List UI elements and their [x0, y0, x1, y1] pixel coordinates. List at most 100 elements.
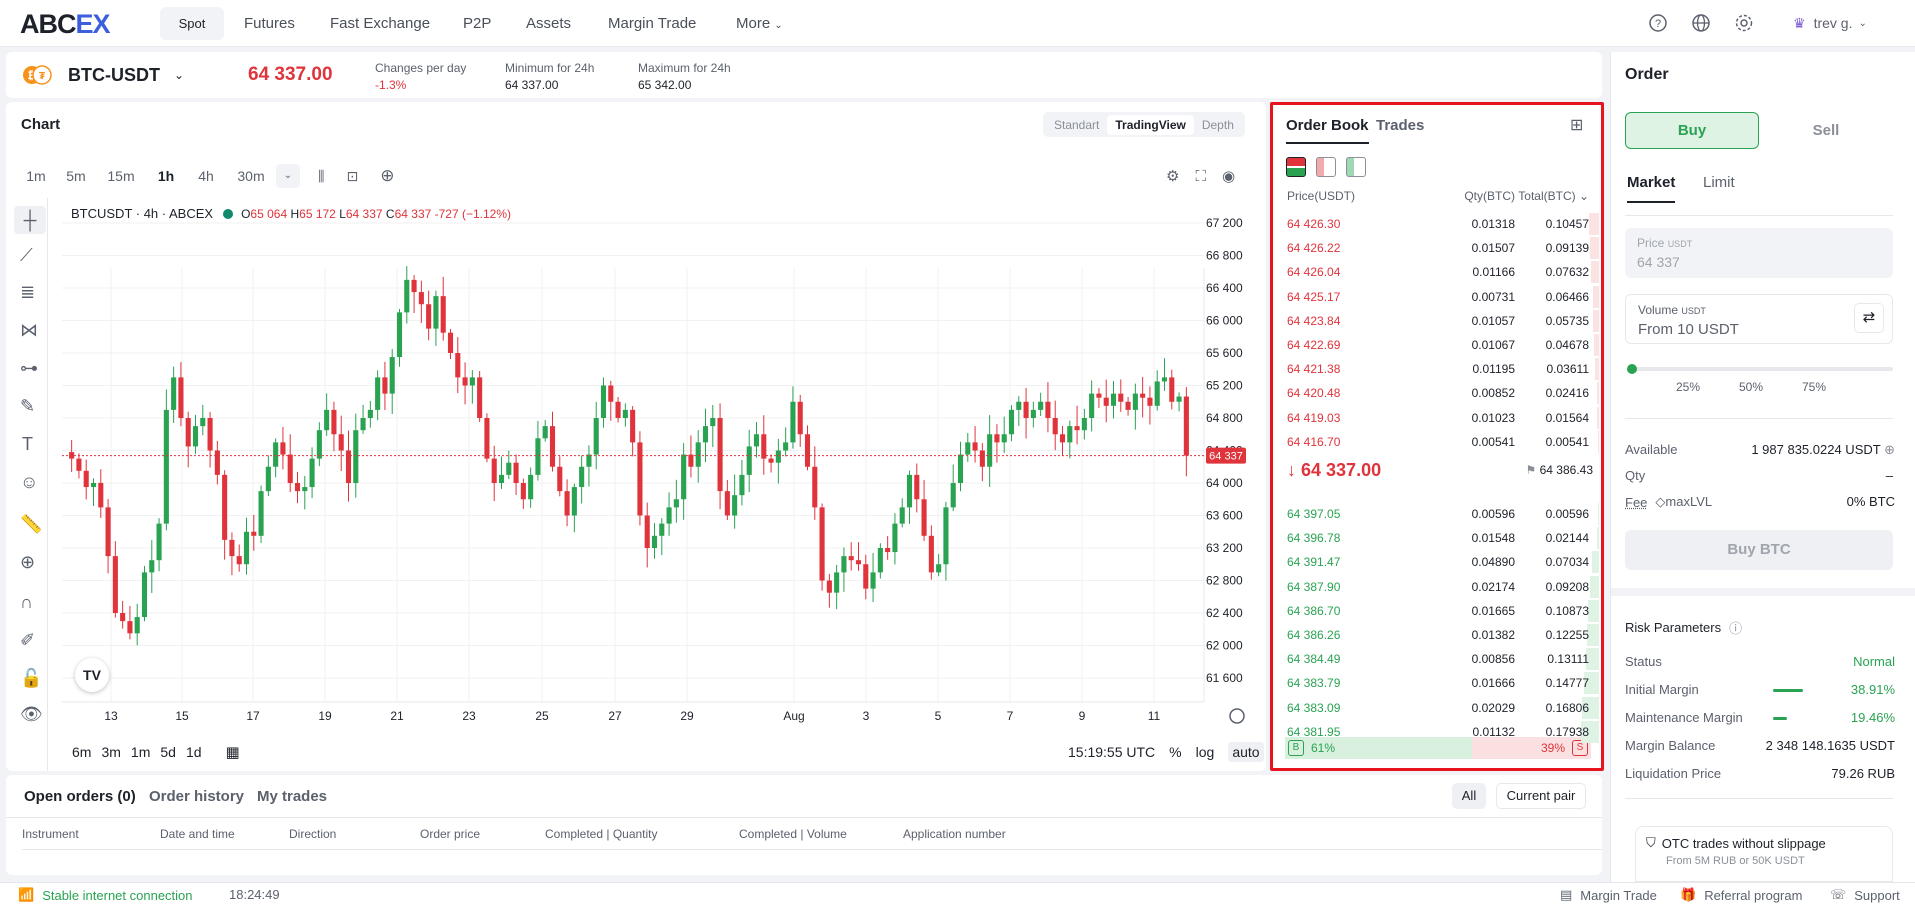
tab-open-orders[interactable]: Open orders (0)	[24, 788, 136, 805]
nav-p2p[interactable]: P2P	[463, 15, 492, 32]
range-5d[interactable]: 5d	[160, 744, 176, 760]
slider-handle[interactable]	[1627, 364, 1637, 374]
swap-icon[interactable]: ⇄	[1854, 303, 1884, 333]
interval-5m[interactable]: 5m	[66, 168, 86, 184]
amount-slider[interactable]	[1627, 364, 1893, 374]
bid-row[interactable]: 64 384.49 0.00856 0.13111	[1287, 647, 1599, 671]
fee-label[interactable]: Fee	[1625, 494, 1648, 510]
view-standart[interactable]: Standart	[1054, 117, 1100, 132]
interval-30m[interactable]: 30m	[237, 168, 265, 184]
camera-icon[interactable]: ◉	[1221, 168, 1236, 185]
interval-15m[interactable]: 15m	[107, 168, 135, 184]
settings-icon[interactable]: ⚙	[1166, 168, 1180, 185]
nav-assets[interactable]: Assets	[526, 15, 572, 32]
range-3m[interactable]: 3m	[101, 744, 121, 760]
ask-row[interactable]: 64 422.69 0.01067 0.04678	[1287, 333, 1599, 357]
tab-my-trades[interactable]: My trades	[257, 788, 328, 805]
sell-tab[interactable]: Sell	[1812, 122, 1840, 139]
buy-tab[interactable]: Buy	[1625, 112, 1759, 149]
forecast-icon[interactable]: ⊶	[20, 358, 38, 378]
view-both-icon[interactable]	[1286, 157, 1306, 177]
ask-row[interactable]: 64 426.30 0.01318 0.10457	[1287, 212, 1599, 236]
interval-dropdown-icon[interactable]: ⌄	[276, 164, 300, 188]
range-6m[interactable]: 6m	[72, 744, 92, 760]
brush-icon[interactable]: ✎	[20, 396, 36, 416]
ask-row[interactable]: 64 426.04 0.01166 0.07632	[1287, 260, 1599, 284]
add-plus-icon[interactable]: ⊕	[380, 166, 395, 185]
ask-row[interactable]: 64 419.03 0.01023 0.01564	[1287, 406, 1599, 430]
ask-row[interactable]: 64 416.70 0.00541 0.00541	[1287, 430, 1599, 454]
nav-margin-trade[interactable]: Margin Trade	[608, 15, 697, 32]
plus-circle-icon[interactable]: ⊕	[1884, 442, 1895, 457]
fib-icon[interactable]: ≣	[20, 282, 36, 302]
bid-row[interactable]: 64 383.09 0.02029 0.16806	[1287, 696, 1599, 720]
buy-btc-button[interactable]: Buy BTC	[1625, 530, 1893, 570]
pair-selector[interactable]: BTC-USDT ⌄	[68, 64, 185, 85]
scale-auto[interactable]: auto	[1228, 742, 1264, 762]
footer-margin-trade[interactable]: ▤ Margin Trade	[1560, 887, 1657, 903]
type-market[interactable]: Market	[1627, 174, 1676, 203]
time-settings-icon[interactable]	[1229, 708, 1245, 724]
lock-icon[interactable]: 🔓	[20, 668, 43, 688]
trendline-icon[interactable]: ⟋	[20, 245, 33, 265]
calendar-icon[interactable]: ▦	[225, 744, 240, 761]
interval-1m[interactable]: 1m	[26, 168, 46, 184]
nav-more[interactable]: More ⌄	[736, 15, 783, 32]
interval-4h[interactable]: 4h	[198, 168, 214, 184]
nav-spot[interactable]: Spot	[160, 7, 224, 40]
scale-percent[interactable]: %	[1169, 744, 1182, 760]
candle-type-icon[interactable]: ⫼	[318, 167, 325, 184]
tab-trades[interactable]: Trades	[1376, 117, 1425, 134]
pencil-lock-icon[interactable]: ✐	[20, 630, 36, 650]
ask-row[interactable]: 64 420.48 0.00852 0.02416	[1287, 381, 1599, 405]
fullscreen-icon[interactable]: ⛶	[1195, 167, 1206, 185]
ask-row[interactable]: 64 425.17 0.00731 0.06466	[1287, 285, 1599, 309]
volume-input[interactable]: From 10 USDT	[1638, 321, 1739, 338]
bid-row[interactable]: 64 391.47 0.04890 0.07034	[1287, 550, 1599, 574]
footer-referral[interactable]: 🎁 Referral program	[1680, 887, 1803, 903]
info-icon[interactable]: ⓘ	[1729, 621, 1743, 636]
bid-row[interactable]: 64 386.26 0.01382 0.12255	[1287, 623, 1599, 647]
indicators-icon[interactable]: ⊡	[346, 167, 359, 184]
range-1d[interactable]: 1d	[185, 744, 202, 760]
view-tradingview[interactable]: TradingView	[1107, 114, 1194, 135]
slider-25[interactable]: 25%	[1676, 380, 1701, 394]
filter-all[interactable]: All	[1452, 783, 1486, 809]
header-total[interactable]: Total(BTC) ⌄	[1518, 189, 1589, 203]
globe-icon[interactable]	[1690, 12, 1712, 34]
slider-50[interactable]: 50%	[1739, 380, 1764, 394]
pattern-icon[interactable]: ⋈	[20, 320, 38, 340]
text-icon[interactable]: T	[22, 434, 33, 454]
zoom-in-icon[interactable]: ⊕	[20, 552, 36, 572]
filter-current-pair[interactable]: Current pair	[1496, 783, 1586, 809]
gear-icon[interactable]	[1733, 12, 1755, 34]
emoji-icon[interactable]: ☺	[20, 472, 39, 492]
view-asks-icon[interactable]	[1316, 157, 1336, 177]
tradingview-logo[interactable]: TV	[75, 658, 109, 692]
tab-order-history[interactable]: Order history	[149, 788, 245, 805]
bid-row[interactable]: 64 386.70 0.01665 0.10873	[1287, 599, 1599, 623]
nav-futures[interactable]: Futures	[244, 15, 295, 32]
slider-75[interactable]: 75%	[1802, 380, 1827, 394]
bid-row[interactable]: 64 396.78 0.01548 0.02144	[1287, 526, 1599, 550]
layout-grid-icon[interactable]: ⊞	[1570, 117, 1584, 134]
bid-row[interactable]: 64 397.05 0.00596 0.00596	[1287, 502, 1599, 526]
abcex-logo[interactable]: ABCEX	[20, 9, 111, 39]
candlestick-chart[interactable]: 67 200 66 800 66 400 66 000 65 600 65 200 64 8…	[6, 102, 1266, 771]
ask-row[interactable]: 64 423.84 0.01057 0.05735	[1287, 309, 1599, 333]
footer-support[interactable]: ☏ Support	[1830, 887, 1900, 903]
volume-field[interactable]: Volume USDT From 10 USDT ⇄	[1625, 294, 1893, 344]
crosshair-icon[interactable]: ┼	[14, 206, 46, 234]
ask-row[interactable]: 64 426.22 0.01507 0.09139	[1287, 236, 1599, 260]
nav-fast-exchange[interactable]: Fast Exchange	[330, 15, 431, 32]
ask-row[interactable]: 64 421.38 0.01195 0.03611	[1287, 357, 1599, 381]
help-icon[interactable]: ?	[1647, 12, 1669, 34]
ruler-icon[interactable]: 📏	[20, 514, 43, 534]
bid-row[interactable]: 64 383.79 0.01666 0.14777	[1287, 671, 1599, 695]
magnet-icon[interactable]: ∩	[20, 592, 33, 612]
interval-1h[interactable]: 1h	[157, 168, 175, 184]
bid-row[interactable]: 64 387.90 0.02174 0.09208	[1287, 575, 1599, 599]
eye-icon[interactable]: 👁	[20, 704, 43, 724]
type-limit[interactable]: Limit	[1703, 174, 1735, 191]
range-1m[interactable]: 1m	[130, 744, 151, 760]
